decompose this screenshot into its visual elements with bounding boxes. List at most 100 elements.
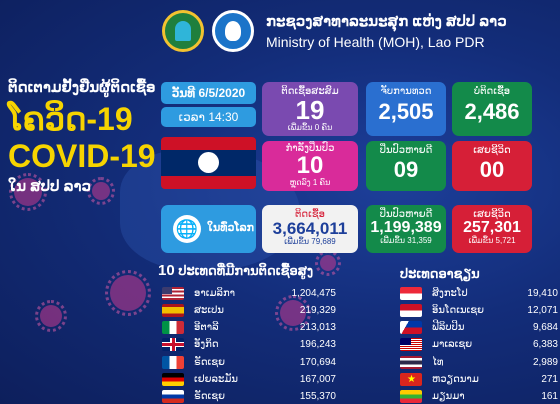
cumulative-cases-value: 19 — [295, 95, 325, 125]
world-infected-change: ເພີ່ມຂຶ້ນ 79,689 — [284, 237, 336, 246]
tested-value: 2,505 — [378, 99, 434, 124]
virus-decoration — [105, 270, 151, 316]
virus-decoration — [275, 295, 311, 331]
world-deaths-label: ເສຍຊີວິດ — [473, 209, 511, 220]
top10-country-count: 196,243 — [299, 339, 336, 351]
asean-country-count: 2,989 — [532, 356, 558, 368]
malaysia-flag-icon — [400, 338, 422, 352]
world-deaths-change: ເພີ່ມຂຶ້ນ 5,721 — [468, 236, 516, 245]
ministry-name-lao: ກະຊວງສາທາລະນະສຸກ ແຫ່ງ ສປປ ລາວ — [266, 13, 507, 30]
disease-title-lao: ໂຄວິດ-19 — [8, 101, 133, 137]
top10-country-name: ອີຕາລີ — [194, 322, 219, 334]
top10-row: ອາເມລິກາ 1,204,475 — [162, 284, 336, 302]
asean-country-count: 6,383 — [532, 339, 558, 351]
italy-flag-icon — [162, 321, 184, 335]
top10-country-name: ເຢຍລະມັນ — [194, 374, 238, 385]
ministry-name-en: Ministry of Health (MOH), Lao PDR — [266, 34, 485, 50]
top10-title-text: ປະເທດທີ່ມີການຕິດເຊື້ອສູງ — [178, 263, 314, 278]
top10-row: ອັງກິດ 196,243 — [162, 336, 336, 354]
top10-country-name: ສະເປນ — [194, 304, 224, 316]
virus-decoration — [9, 173, 47, 211]
treating-change: ຫຼຸດລົງ 1 ຄົນ — [289, 178, 331, 187]
asean-country-name: ໄທ — [432, 356, 444, 368]
negative-value: 2,486 — [464, 99, 520, 124]
asean-country-name: ມຽນມາ — [432, 391, 465, 403]
asean-country-name: ຫວຽດນາມ — [432, 374, 479, 385]
moh-logo — [212, 10, 254, 52]
germany-flag-icon — [162, 373, 184, 386]
top10-row: ອີຕາລີ 213,013 — [162, 319, 336, 337]
recovered-card: ປິ່ນປົວຫາຍດີ 09 — [366, 141, 446, 191]
deaths-label: ເສຍຊີວິດ — [473, 145, 511, 156]
virus-decoration — [315, 250, 341, 276]
asean-title: ປະເທດອາຊຽນ — [400, 266, 480, 281]
vietnam-flag-icon: ★ — [400, 373, 422, 386]
world-recovered-card: ປິ່ນປົວຫາຍດີ 1,199,389 ເພີ່ມຂຶ້ນ 31,359 — [366, 205, 446, 253]
top10-country-count: 219,329 — [299, 304, 336, 316]
world-deaths-value: 257,301 — [463, 219, 521, 236]
tested-label: ຈັບການທວດ — [380, 86, 432, 97]
world-label: ໃນທົ່ວໂລກ — [207, 222, 255, 234]
world-infected-card: ຕິດເຊື້ອ 3,664,011 ເພີ່ມຂຶ້ນ 79,689 — [262, 205, 358, 253]
usa-flag-icon — [162, 286, 184, 300]
asean-row: ໄທ 2,989 — [400, 353, 558, 371]
asean-country-count: 12,071 — [527, 304, 558, 316]
asean-country-count: 19,410 — [527, 287, 558, 299]
asean-row: ຟີລິບປິນ 9,684 — [400, 319, 558, 337]
thailand-flag-icon — [400, 355, 422, 369]
negative-label: ບໍ່ຕິດເຊື້ອ — [473, 86, 511, 97]
virus-decoration — [35, 300, 67, 332]
top10-country-count: 155,370 — [299, 391, 336, 403]
date-badge: ວັນທີ 6/5/2020 — [161, 82, 256, 104]
asean-row: ສິງກະໂປ 19,410 — [400, 284, 558, 302]
disease-title-en: COVID-19 — [8, 138, 156, 174]
top10-country-name: ອາເມລິກາ — [194, 287, 236, 299]
top10-country-name: ຣັດເຊຍ — [194, 391, 225, 403]
top10-country-count: 170,694 — [299, 356, 336, 368]
top10-title-number: 10 — [158, 262, 175, 279]
russia-flag-icon — [162, 390, 184, 404]
world-infected-value: 3,664,011 — [272, 219, 348, 238]
asean-row: ອິນໂດເນເຊຍ 12,071 — [400, 301, 558, 319]
asean-row: ມຽນມາ 161 — [400, 388, 558, 404]
world-infected-label: ຕິດເຊື້ອ — [294, 209, 326, 220]
top10-row: ເຢຍລະມັນ 167,007 — [162, 371, 336, 389]
asean-country-name: ມາເລເຊຍ — [432, 339, 473, 351]
lao-emblem-logo — [162, 10, 204, 52]
treating-card: ກຳລັງປິ່ນປົວ 10 ຫຼຸດລົງ 1 ຄົນ — [262, 141, 358, 191]
cumulative-cases-card: ຕິດເຊື້ອສະສົມ 19 ເພີ່ມຂຶ້ນ 0 ຄົນ — [262, 82, 358, 136]
asean-country-name: ຟີລິບປິນ — [432, 322, 465, 334]
france-flag-icon — [162, 355, 184, 369]
world-recovered-value: 1,199,389 — [370, 219, 442, 236]
singapore-flag-icon — [400, 286, 422, 300]
top10-row: ສະເປນ 219,329 — [162, 301, 336, 319]
asean-row: ★ ຫວຽດນາມ 271 — [400, 371, 558, 389]
myanmar-flag-icon — [400, 390, 422, 404]
asean-country-count: 9,684 — [532, 322, 558, 334]
uk-flag-icon — [162, 338, 184, 352]
asean-country-name: ອິນໂດເນເຊຍ — [432, 304, 485, 316]
asean-country-count: 161 — [541, 391, 558, 403]
deaths-card: ເສຍຊີວິດ 00 — [452, 141, 532, 191]
place-label: ໃນ ສປປ ລາວ — [8, 178, 92, 195]
top10-country-count: 213,013 — [299, 322, 336, 334]
world-recovered-label: ປິ່ນປົວຫາຍດີ — [379, 209, 433, 220]
top10-country-count: 167,007 — [299, 374, 336, 385]
top10-country-name: ອັງກິດ — [194, 339, 219, 351]
lao-flag — [161, 137, 256, 189]
top10-title: 10 ປະເທດທີ່ມີການຕິດເຊື້ອສູງ — [158, 262, 313, 279]
globe-icon: 🌐 — [173, 215, 201, 243]
world-label-card: 🌐 ໃນທົ່ວໂລກ — [161, 205, 256, 253]
recovered-label: ປິ່ນປົວຫາຍດີ — [379, 145, 433, 156]
top10-row: ຣັດເຊຍ 170,694 — [162, 353, 336, 371]
world-deaths-card: ເສຍຊີວິດ 257,301 ເພີ່ມຂຶ້ນ 5,721 — [452, 205, 532, 253]
cumulative-cases-label: ຕິດເຊື້ອສະສົມ — [281, 86, 339, 97]
asean-row: ມາເລເຊຍ 6,383 — [400, 336, 558, 354]
philippines-flag-icon — [400, 321, 422, 335]
cumulative-cases-change: ເພີ່ມຂຶ້ນ 0 ຄົນ — [287, 123, 333, 132]
top10-country-name: ຣັດເຊຍ — [194, 356, 225, 368]
asean-country-name: ສິງກະໂປ — [432, 287, 468, 299]
treating-label: ກຳລັງປິ່ນປົວ — [285, 143, 335, 154]
top10-row: ຣັດເຊຍ 155,370 — [162, 388, 336, 404]
recovered-value: 09 — [393, 157, 419, 182]
